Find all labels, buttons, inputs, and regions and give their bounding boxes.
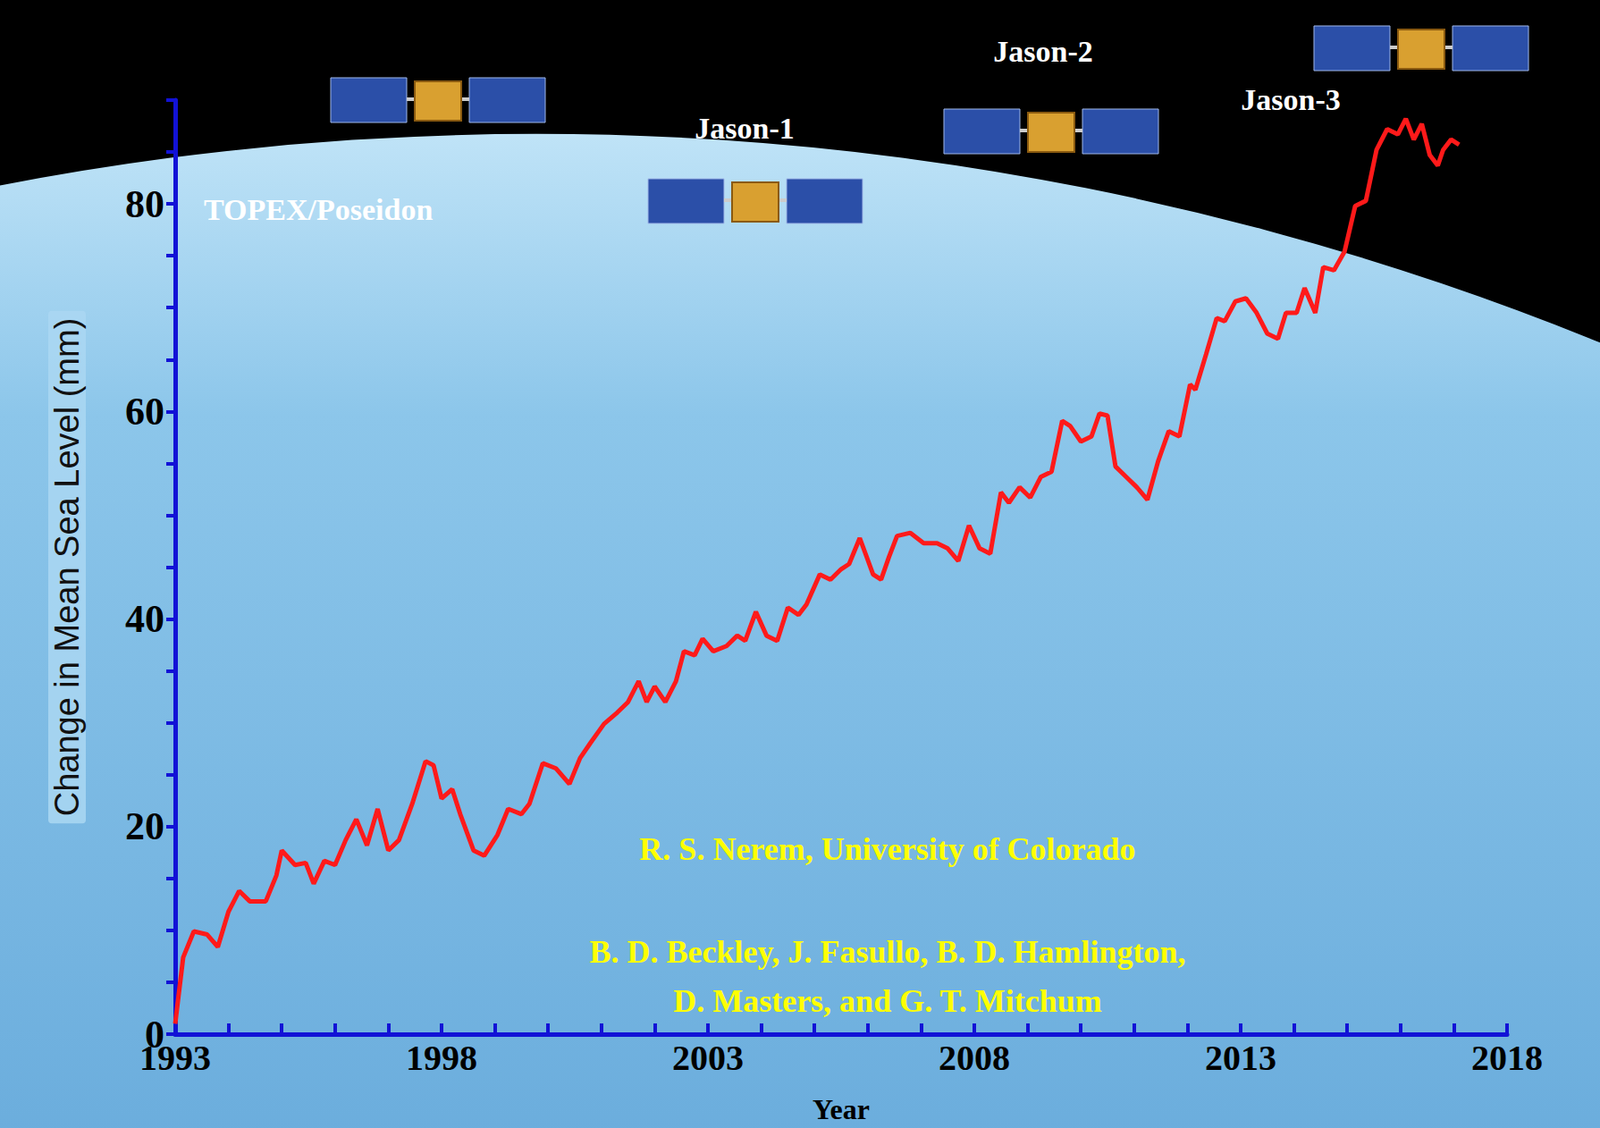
svg-text:2008: 2008 [938,1037,1011,1078]
svg-text:1998: 1998 [405,1037,478,1078]
svg-text:Jason-2: Jason-2 [993,34,1093,68]
svg-text:TOPEX/Poseidon: TOPEX/Poseidon [203,193,433,227]
svg-text:Change in Mean Sea Level (mm): Change in Mean Sea Level (mm) [48,318,86,817]
svg-text:0: 0 [144,1012,165,1057]
svg-text:R. S. Nerem, University of Col: R. S. Nerem, University of Colorado [639,831,1136,868]
svg-text:Jason-3: Jason-3 [1240,83,1340,117]
svg-text:Year: Year [812,1093,870,1126]
svg-text:2018: 2018 [1471,1037,1543,1078]
svg-text:2013: 2013 [1204,1037,1277,1078]
svg-text:40: 40 [125,597,165,641]
svg-text:B. D. Beckley, J. Fasullo, B.: B. D. Beckley, J. Fasullo, B. D. Hamling… [589,934,1186,970]
svg-text:1993: 1993 [139,1037,211,1078]
svg-text:20: 20 [125,804,165,849]
svg-text:2003: 2003 [672,1037,744,1078]
svg-text:Jason-1: Jason-1 [694,111,794,145]
svg-text:D. Masters, and G. T. Mitchum: D. Masters, and G. T. Mitchum [673,983,1103,1019]
svg-text:60: 60 [125,389,165,434]
svg-text:80: 80 [125,182,165,227]
